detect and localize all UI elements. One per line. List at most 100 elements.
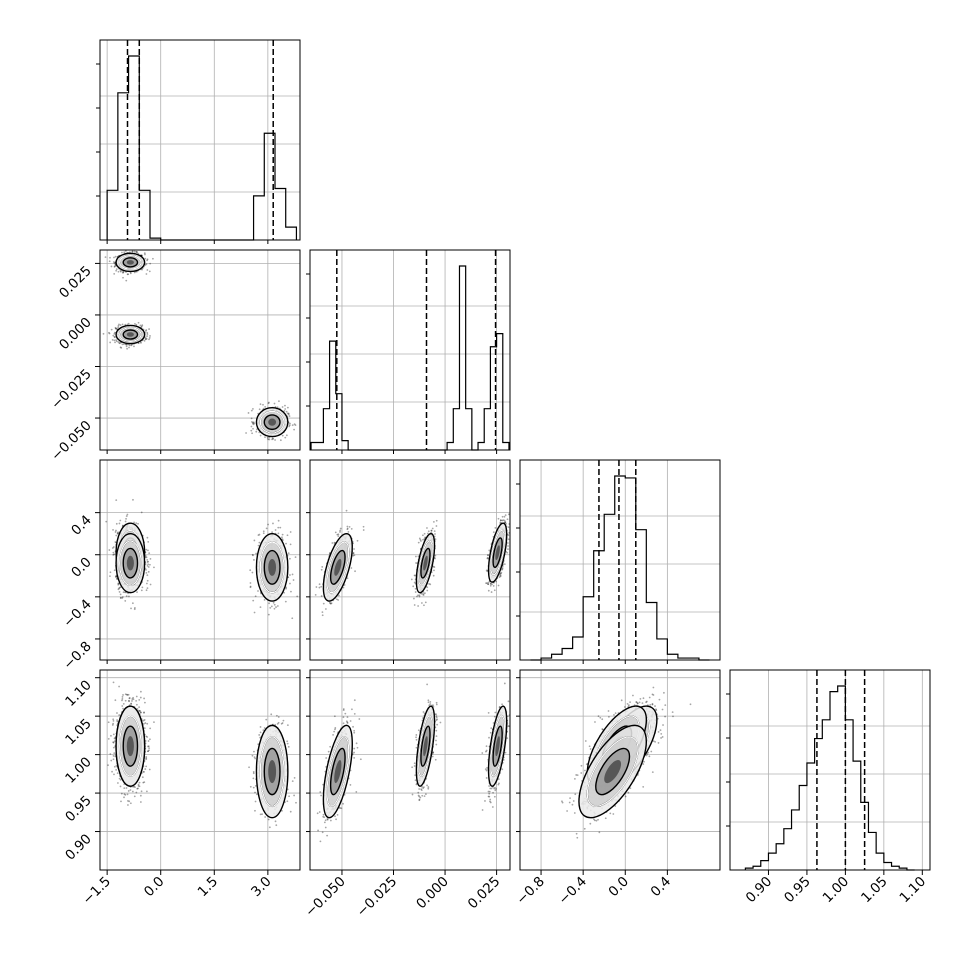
scatter-panel-0-1 (99, 249, 301, 451)
sample-point (337, 599, 340, 601)
sample-point (294, 424, 297, 426)
sample-point (318, 583, 321, 586)
sample-point (135, 522, 138, 525)
sample-point (279, 526, 282, 529)
sample-point (146, 561, 149, 563)
sample-point (130, 607, 132, 610)
sample-point (489, 584, 492, 587)
sample-point (114, 541, 117, 543)
sample-point (264, 436, 266, 439)
scatter-panel-0-2 (99, 459, 301, 661)
sample-point (125, 517, 127, 520)
sample-point (337, 535, 340, 538)
sample-point (144, 338, 147, 341)
sample-point (353, 554, 356, 557)
sample-point (488, 549, 491, 552)
sample-point (114, 531, 117, 533)
sample-point (424, 536, 426, 539)
sample-point (147, 560, 150, 563)
panel-content (100, 250, 300, 450)
sample-point (418, 594, 421, 597)
sample-point (271, 438, 273, 441)
sample-point (259, 606, 262, 608)
sample-point (133, 608, 136, 611)
sample-point (426, 589, 429, 592)
sample-point (149, 335, 151, 337)
sample-point (274, 439, 276, 441)
sample-point (249, 585, 252, 588)
sample-point (124, 323, 127, 326)
sample-point (146, 333, 149, 336)
contour-highlight (259, 410, 285, 434)
sample-point (131, 602, 134, 605)
sample-point (267, 613, 270, 616)
sample-point (102, 332, 105, 335)
sample-point (284, 436, 287, 439)
sample-point (430, 529, 433, 532)
sample-point (124, 591, 126, 594)
sample-point (124, 600, 127, 602)
sample-point (487, 589, 490, 592)
sample-point (149, 557, 152, 560)
sample-point (118, 522, 121, 525)
sample-point (288, 425, 291, 428)
sample-point (254, 595, 257, 598)
sample-point (130, 344, 133, 347)
sample-point (122, 343, 125, 346)
sample-point (135, 250, 138, 253)
sample-point (506, 518, 509, 521)
sample-point (121, 597, 124, 599)
sample-point (417, 594, 419, 597)
sample-point (288, 415, 291, 417)
sample-point (276, 406, 279, 409)
histogram-panel-0 (96, 39, 301, 241)
sample-point (330, 602, 333, 605)
sample-point (277, 519, 280, 522)
sample-point (148, 552, 151, 555)
sample-point (133, 250, 136, 253)
sample-point (115, 269, 118, 272)
sample-point (147, 563, 149, 566)
sample-point (281, 533, 284, 536)
sample-point (287, 412, 290, 415)
sample-point (117, 270, 120, 273)
density-contour (126, 260, 134, 265)
sample-point (115, 522, 118, 525)
sample-point (111, 547, 114, 549)
sample-point (111, 339, 114, 341)
sample-point (117, 531, 119, 534)
sample-point (487, 554, 489, 557)
sample-point (119, 346, 122, 349)
sample-point (433, 566, 436, 569)
sample-point (118, 586, 121, 589)
sample-point (259, 434, 262, 437)
panel-frame (309, 249, 511, 451)
sample-point (430, 529, 433, 532)
sample-point (131, 250, 134, 253)
sample-point (416, 595, 418, 598)
sample-point (501, 515, 504, 518)
sample-point (417, 605, 420, 607)
sample-point (426, 586, 429, 589)
sample-point (421, 534, 424, 537)
sample-point (122, 591, 125, 594)
sample-point (122, 271, 125, 273)
sample-point (126, 343, 128, 346)
sample-point (433, 530, 436, 532)
sample-point (118, 587, 120, 590)
sample-point (145, 582, 148, 585)
sample-point (153, 566, 155, 569)
sample-point (427, 530, 430, 533)
sample-point (122, 276, 124, 279)
sample-point (144, 257, 147, 260)
sample-point (501, 566, 504, 569)
sample-point (115, 327, 117, 330)
sample-point (112, 546, 115, 548)
sample-point (485, 582, 487, 585)
sample-point (119, 269, 122, 272)
sample-point (112, 551, 115, 554)
sample-point (498, 576, 501, 579)
sample-point (501, 567, 504, 570)
sample-point (418, 537, 421, 540)
sample-point (251, 432, 254, 435)
